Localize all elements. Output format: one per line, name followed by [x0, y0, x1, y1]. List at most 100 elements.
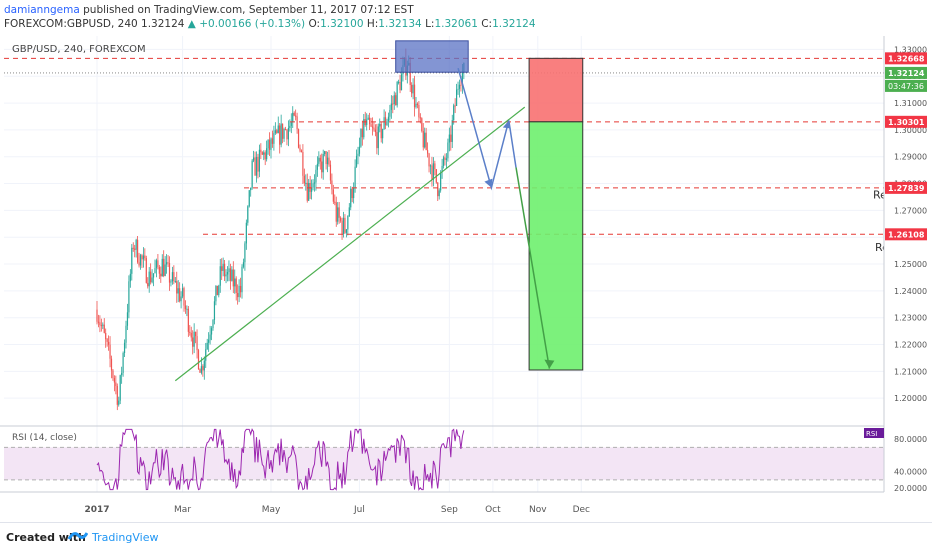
- current-price-label: 1.32124: [888, 69, 925, 78]
- candle-body: [374, 129, 376, 133]
- candle-body: [261, 152, 263, 155]
- candle-body: [295, 115, 297, 117]
- candle-body: [247, 206, 249, 223]
- candle-body: [189, 331, 191, 333]
- candle-body: [245, 222, 247, 244]
- level-tag: [885, 52, 927, 65]
- candle-body: [399, 81, 401, 91]
- candle-body: [121, 372, 123, 376]
- candle-body: [129, 273, 131, 282]
- candle-body: [260, 149, 262, 153]
- price-change: ▲ +0.00166 (+0.13%): [187, 18, 306, 30]
- candle-body: [106, 339, 108, 342]
- candle-body: [134, 248, 136, 250]
- candle-body: [447, 142, 449, 159]
- candle-body: [302, 152, 304, 176]
- candle-body: [328, 157, 330, 165]
- candle-body: [416, 103, 419, 105]
- candle-body: [293, 112, 295, 116]
- candle-body: [279, 125, 281, 145]
- candle-body: [313, 182, 316, 184]
- candle-body: [334, 201, 336, 203]
- candle-body: [418, 104, 420, 118]
- candle-body: [248, 190, 250, 207]
- candle-body: [180, 296, 182, 302]
- candle-body: [357, 153, 359, 156]
- candle-body: [274, 130, 276, 134]
- candle-body: [239, 285, 242, 293]
- candle-body: [184, 305, 187, 310]
- candle-body: [161, 258, 163, 277]
- candle-body: [183, 288, 185, 306]
- candle-body: [351, 188, 353, 199]
- candle-body: [168, 263, 171, 283]
- ohlc-info: FOREXCOM:GBPUSD, 240 1.32124 ▲ +0.00166 …: [4, 18, 536, 30]
- candle-body: [382, 129, 384, 139]
- candle-body: [355, 155, 358, 167]
- candle-body: [128, 281, 130, 313]
- candle-body: [176, 281, 178, 294]
- price-tick-label: 1.21000: [894, 367, 927, 376]
- level-tag: [885, 228, 927, 241]
- candle-body: [358, 146, 361, 154]
- candle-body: [300, 150, 303, 153]
- candle-body: [229, 268, 231, 281]
- candle-body: [177, 288, 179, 294]
- candle-body: [415, 103, 417, 108]
- time-tick-label: Jul: [353, 505, 365, 515]
- candle-body: [450, 134, 452, 142]
- candle-body: [200, 366, 202, 373]
- candle-body: [321, 161, 323, 173]
- candle-body: [277, 125, 279, 133]
- open-value: 1.32100: [320, 18, 364, 30]
- rsi-value-tag-label: RSI: [866, 430, 877, 438]
- candle-body: [335, 202, 337, 222]
- candle-body: [99, 322, 101, 326]
- candle-body: [209, 334, 211, 340]
- level-tag-label: 1.26108: [888, 230, 925, 239]
- publish-info: damianngema published on TradingView.com…: [4, 4, 414, 16]
- price-tick-label: 1.24000: [894, 287, 927, 296]
- candle-body: [219, 266, 221, 286]
- candle-body: [280, 123, 282, 145]
- candle-body: [222, 263, 224, 271]
- candle-body: [338, 207, 340, 218]
- candle-body: [456, 89, 458, 107]
- candle-body: [244, 243, 246, 263]
- price-tick-label: 1.29000: [894, 153, 927, 162]
- candle-body: [273, 133, 275, 144]
- candle-body: [221, 266, 223, 271]
- candle-body: [308, 182, 310, 201]
- candle-body: [424, 132, 426, 148]
- candle-body: [409, 62, 411, 85]
- time-tick-label: 2017: [84, 505, 109, 515]
- candle-body: [135, 239, 137, 250]
- candle-body: [212, 319, 214, 329]
- close-label: C:: [481, 18, 493, 30]
- candle-body: [224, 263, 226, 277]
- candle-body: [282, 123, 284, 139]
- take-profit-zone: [528, 121, 584, 371]
- candle-body: [326, 157, 329, 165]
- candle-body: [160, 273, 162, 277]
- candle-body: [363, 119, 365, 138]
- candle-body: [158, 266, 160, 274]
- candle-body: [116, 386, 118, 405]
- candle-body: [461, 72, 463, 86]
- candle-body: [237, 292, 239, 298]
- candle-body: [454, 105, 456, 107]
- candle-body: [202, 366, 204, 371]
- candle-body: [276, 130, 278, 133]
- price-tick-label: 1.25000: [894, 260, 927, 269]
- candle-body: [199, 369, 201, 373]
- candle-body: [226, 272, 229, 275]
- tradingview-brand-link[interactable]: TradingView: [92, 531, 159, 544]
- candle-body: [103, 324, 105, 333]
- price-chart[interactable]: ReRe1.330001.320001.310001.300001.290001…: [0, 36, 932, 522]
- candle-body: [371, 126, 374, 128]
- candle-body: [268, 139, 271, 150]
- published-text: published on TradingView.com, September …: [79, 4, 414, 16]
- author-name[interactable]: damianngema: [4, 4, 80, 16]
- candle-body: [213, 301, 216, 320]
- candle-body: [155, 260, 158, 269]
